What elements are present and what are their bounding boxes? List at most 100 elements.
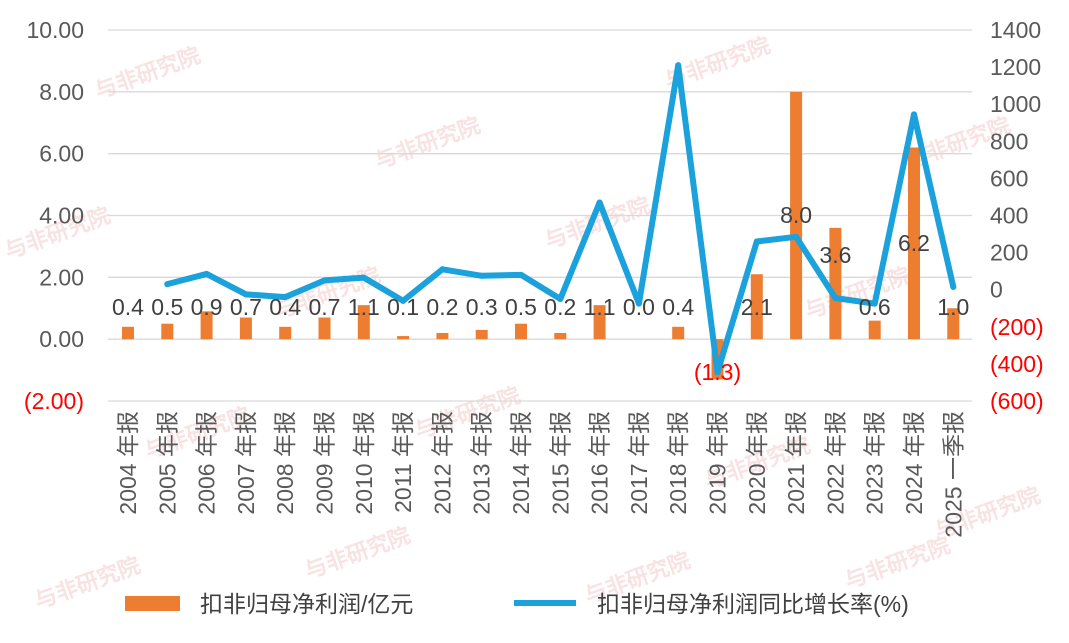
bar: [318, 317, 331, 340]
right-axis-tick-label: 600: [990, 165, 1028, 191]
bar-data-label: 0.9: [191, 294, 223, 320]
right-axis-tick-label: 0: [990, 277, 1003, 303]
line-point: [518, 271, 524, 278]
line-point: [164, 281, 171, 288]
line-point: [714, 369, 721, 376]
right-axis-tick-label: 200: [990, 240, 1028, 266]
bar-data-label: 0.5: [505, 294, 537, 320]
bar: [397, 336, 410, 340]
category-label: 2019 年报: [705, 411, 731, 515]
bar: [829, 227, 842, 340]
bar: [908, 147, 920, 340]
watermark: 与非研究院: [841, 532, 953, 593]
left-axis-tick-label: 6.00: [39, 141, 84, 167]
legend-label-line: 扣非归母净利润同比增长率(%): [597, 591, 909, 617]
line-point: [400, 297, 407, 304]
category-label: 2017 年报: [626, 411, 652, 515]
right-axis-tick-label: (600): [990, 388, 1044, 414]
line-point: [950, 283, 957, 290]
watermark: 与非研究院: [411, 382, 523, 443]
line-point: [478, 272, 485, 279]
bar-data-label: 3.6: [819, 242, 851, 268]
bar-data-label: 0.7: [309, 294, 341, 320]
line-point: [282, 294, 289, 301]
legend: 扣非归母净利润/亿元 扣非归母净利润同比增长率(%): [125, 591, 909, 617]
right-axis-tick-label: 1000: [990, 91, 1041, 117]
bar-data-label: 6.2: [898, 230, 930, 256]
bar-data-label: 0.2: [426, 294, 458, 320]
category-label: 2007 年报: [233, 411, 259, 515]
line-point: [242, 291, 249, 298]
category-label: 2021 年报: [783, 411, 809, 515]
bar: [279, 326, 292, 340]
right-axis-tick-label: 1200: [990, 54, 1041, 80]
watermark: 与非研究院: [371, 112, 483, 173]
category-label: 2022 年报: [822, 411, 848, 515]
bar-data-label: (1.3): [694, 359, 741, 385]
line-point: [635, 300, 642, 307]
gridlines: [108, 29, 972, 402]
line-point: [871, 300, 878, 307]
category-label: 2013 年报: [469, 411, 495, 515]
bar: [750, 274, 763, 340]
bar: [200, 311, 213, 340]
bar-data-label: 0.2: [544, 294, 576, 320]
bar-data-label: 0.1: [387, 294, 419, 320]
category-label: 2008 年报: [272, 411, 298, 515]
legend-label-bar: 扣非归母净利润/亿元: [200, 591, 413, 617]
line-point: [360, 274, 367, 281]
line-point: [911, 111, 917, 118]
category-label: 2015 年报: [547, 411, 573, 515]
category-label: 2025 一季报: [940, 411, 966, 538]
category-label: 2014 年报: [508, 411, 534, 515]
bar: [868, 320, 881, 340]
bar-data-label: 0.4: [662, 294, 694, 320]
bar-data-label: 0.0: [623, 294, 655, 320]
bar: [947, 308, 960, 340]
line-series-growth-rate: [164, 62, 957, 376]
bar: [161, 323, 174, 340]
left-axis-tick-label: (2.00): [24, 388, 84, 414]
bar-data-label: 0.4: [112, 294, 144, 320]
line-point: [596, 199, 603, 206]
category-label: 2016 年报: [587, 411, 613, 515]
line-point: [321, 277, 328, 284]
line-point: [675, 62, 682, 69]
bar: [122, 326, 134, 340]
line-point: [832, 295, 839, 302]
bar: [790, 91, 803, 340]
left-y-axis: 10.00 8.00 6.00 4.00 2.00 0.00 (2.00): [24, 17, 84, 414]
watermark: 与非研究院: [301, 522, 413, 583]
right-axis-tick-label: 400: [990, 203, 1028, 229]
right-axis-tick-label: 1400: [990, 17, 1041, 43]
right-axis-tick-label: (200): [990, 314, 1044, 340]
right-axis-tick-label: (400): [990, 351, 1044, 377]
line-point: [557, 295, 564, 302]
bar: [515, 323, 527, 340]
right-axis-tick-label: 800: [990, 128, 1028, 154]
bar-data-label: 2.1: [741, 294, 773, 320]
bar-data-labels: 0.4 0.5 0.9 0.7 0.4 0.7 1.1 0.1 0.2 0.3 0.5 0.2 1.1 0…: [112, 202, 969, 385]
category-label: 2011 年报: [390, 411, 416, 513]
left-axis-tick-label: 2.00: [39, 264, 84, 290]
bar: [357, 305, 370, 340]
bar-data-label: 1.0: [937, 294, 969, 320]
bar-data-label: 1.1: [348, 294, 380, 320]
category-label: 2010 年报: [351, 411, 377, 515]
left-axis-tick-label: 0.00: [39, 326, 84, 352]
bar-series-net-profit: [122, 91, 960, 380]
category-label: 2024 年报: [901, 411, 927, 515]
bar-data-label: 0.6: [859, 294, 891, 320]
bar: [593, 305, 606, 340]
bar-data-label: 0.3: [466, 294, 498, 320]
line-point: [793, 233, 800, 240]
left-axis-tick-label: 8.00: [39, 79, 84, 105]
left-axis-tick-label: 10.00: [26, 17, 84, 43]
bar: [475, 329, 488, 340]
category-label: 2009 年报: [312, 411, 338, 515]
bar: [436, 332, 449, 340]
bar-data-label: 0.5: [151, 294, 183, 320]
line-point: [439, 266, 446, 273]
bar-data-label: 0.4: [269, 294, 301, 320]
